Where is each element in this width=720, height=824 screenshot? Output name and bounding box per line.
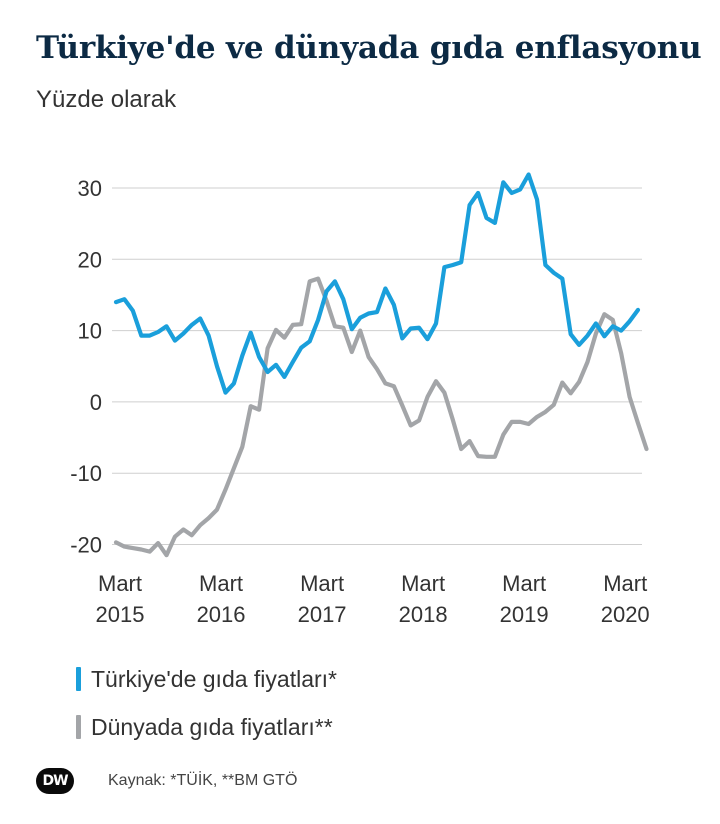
legend-item-turkey: Türkiye'de gıda fiyatları* bbox=[76, 655, 337, 703]
legend-label-turkey: Türkiye'de gıda fiyatları* bbox=[91, 665, 338, 692]
x-tick-label-month: Mart bbox=[603, 571, 647, 596]
legend-swatch-turkey bbox=[76, 667, 81, 691]
source-note: Kaynak: *TÜİK, **BM GTÖ bbox=[108, 772, 298, 789]
series-line-turkey bbox=[113, 172, 641, 395]
y-tick-label: 30 bbox=[78, 176, 102, 201]
x-tick-label-month: Mart bbox=[401, 571, 445, 596]
x-tick-label-month: Mart bbox=[98, 571, 142, 596]
y-axis-ticks: 30 20 10 0 -10 -20 bbox=[70, 176, 102, 558]
legend: Türkiye'de gıda fiyatları* Dünyada gıda … bbox=[76, 655, 337, 751]
x-tick-label-month: Mart bbox=[300, 571, 344, 596]
y-tick-label: 10 bbox=[78, 319, 102, 344]
x-tick-label-year: 2017 bbox=[298, 602, 347, 627]
chart-title: Türkiye'de ve dünyada gıda enflasyonu bbox=[36, 30, 702, 66]
y-tick-label: -20 bbox=[70, 533, 102, 558]
x-tick-label-year: 2019 bbox=[500, 602, 549, 627]
legend-swatch-world bbox=[76, 715, 81, 739]
footer: DW Kaynak: *TÜİK, **BM GTÖ bbox=[36, 768, 297, 794]
chart-subtitle: Yüzde olarak bbox=[36, 86, 177, 113]
x-tick-label-year: 2018 bbox=[399, 602, 448, 627]
y-tick-label: 20 bbox=[78, 247, 102, 272]
series-line-world bbox=[113, 276, 649, 558]
legend-item-world: Dünyada gıda fiyatları** bbox=[76, 703, 337, 751]
y-tick-label: 0 bbox=[90, 390, 102, 415]
x-tick-label-year: 2016 bbox=[197, 602, 246, 627]
x-tick-label-year: 2015 bbox=[96, 602, 145, 627]
x-tick-label-month: Mart bbox=[199, 571, 243, 596]
y-tick-label: -10 bbox=[70, 461, 102, 486]
x-tick-label-year: 2020 bbox=[601, 602, 650, 627]
dw-logo-icon: DW bbox=[36, 768, 74, 794]
x-axis-ticks: Mart 2015 Mart 2016 Mart 2017 Mart 2018 Mart 2019… bbox=[96, 571, 650, 627]
grid-lines bbox=[112, 187, 642, 545]
series-lines bbox=[113, 172, 649, 558]
legend-label-world: Dünyada gıda fiyatları** bbox=[91, 713, 333, 740]
x-tick-label-month: Mart bbox=[502, 571, 546, 596]
